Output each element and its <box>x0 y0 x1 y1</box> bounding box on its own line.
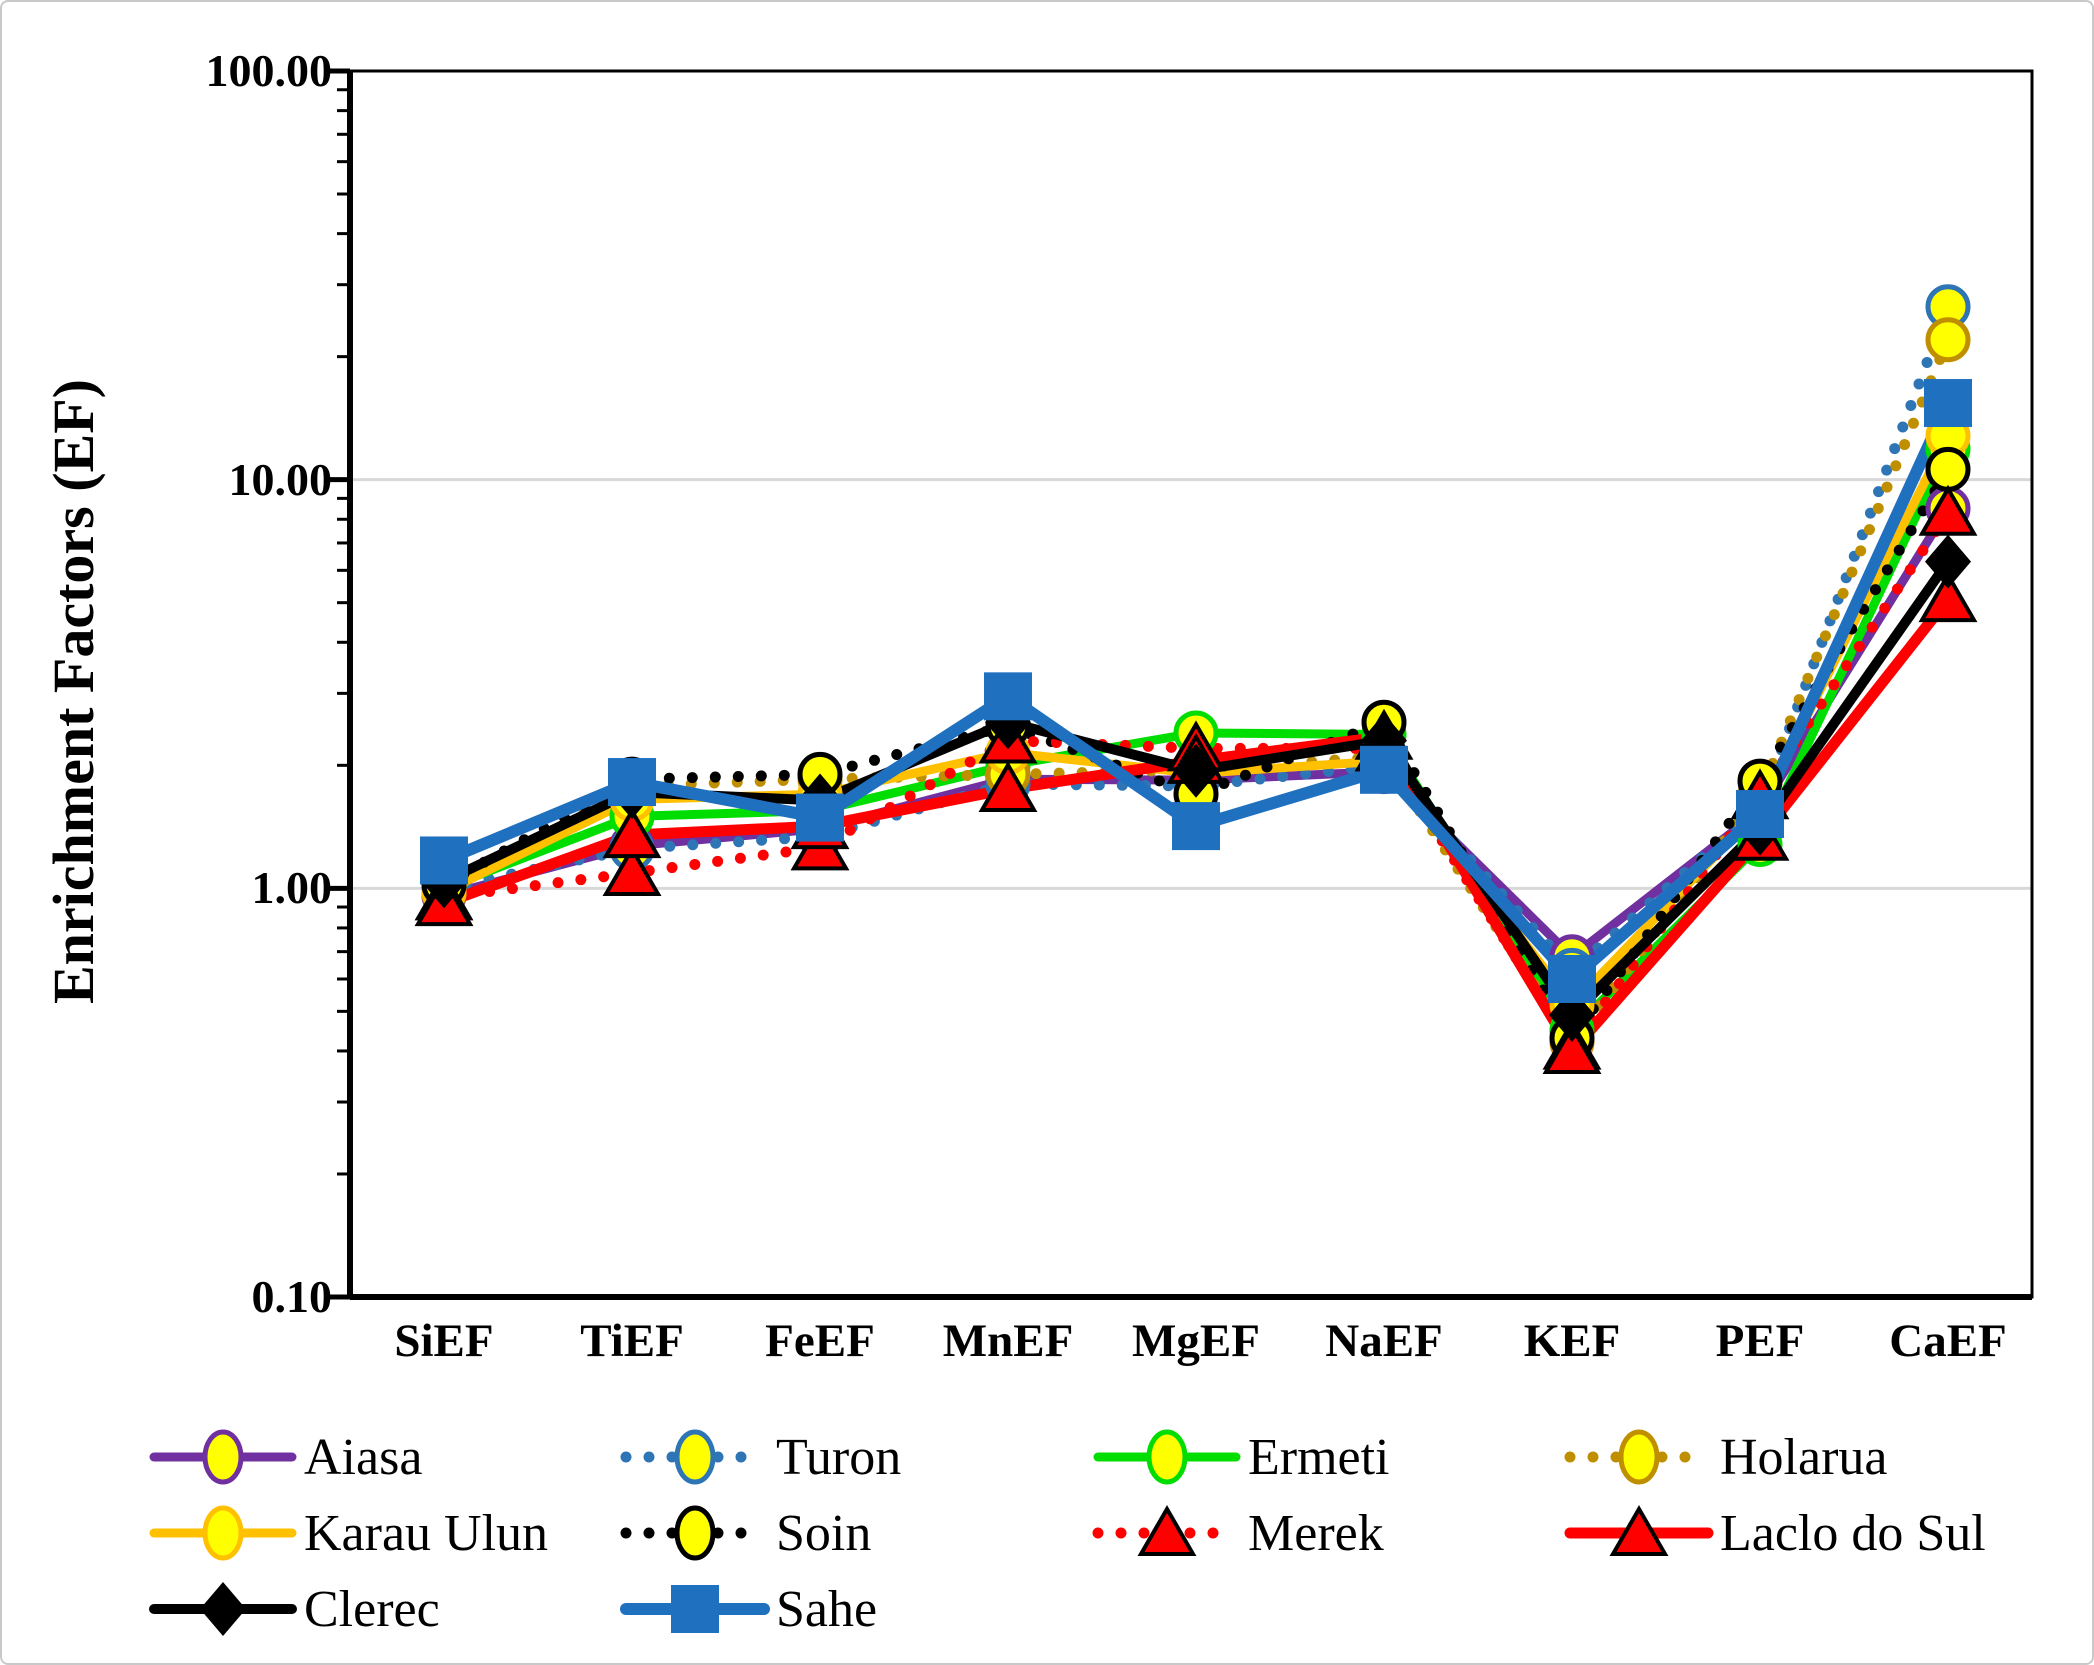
legend-label: Laclo do Sul <box>1720 1504 1986 1562</box>
x-category-label: PEF <box>1715 1315 1805 1367</box>
marker-circle-ermeti <box>1146 1429 1188 1485</box>
legend-swatch-svg <box>1093 1429 1241 1485</box>
x-category-label: NaEF <box>1325 1315 1443 1367</box>
x-category-label: TiEF <box>580 1315 684 1367</box>
legend-swatch <box>620 1425 770 1489</box>
marker-diamond-clerec <box>1925 534 1971 589</box>
marker-circle-aiasa <box>202 1429 244 1485</box>
legend-label: Sahe <box>776 1580 878 1638</box>
marker-circle-turon <box>674 1429 716 1485</box>
x-category-label: MnEF <box>942 1315 1074 1367</box>
legend-swatch-svg <box>149 1582 297 1636</box>
legend-item-merek: Merek <box>1092 1501 1564 1565</box>
marker-triangle-laclo-do-sul <box>1542 1022 1602 1074</box>
marker-triangle-merek <box>602 845 662 897</box>
marker-diamond-clerec <box>200 1582 246 1636</box>
x-category-label: CaEF <box>1889 1315 2007 1367</box>
legend-swatch-svg <box>1564 1429 1714 1485</box>
x-category-label: MgEF <box>1132 1315 1260 1367</box>
legend-item-turon: Turon <box>620 1425 1092 1489</box>
legend-label: Turon <box>776 1428 902 1486</box>
series-line-holarua <box>438 334 1954 1048</box>
y-tick-label-10: 10.00 <box>228 454 333 505</box>
marker-circle-holarua <box>1618 1429 1660 1485</box>
y-tick-label-1: 1.00 <box>251 862 333 913</box>
plot-frame <box>348 69 2034 1299</box>
marker-circle-soin <box>674 1505 716 1561</box>
legend-swatch-svg <box>149 1505 297 1561</box>
legend-label: Clerec <box>304 1580 440 1638</box>
series-line-soin <box>438 463 1954 1044</box>
marker-triangle-merek <box>1918 484 1978 536</box>
legend-swatch <box>620 1577 770 1641</box>
legend-swatch-svg <box>1092 1505 1242 1556</box>
marker-square-sahe <box>1548 954 1596 1003</box>
legend-swatch-svg <box>1564 1505 1714 1556</box>
marker-triangle-laclo-do-sul <box>1918 571 1978 623</box>
legend-swatch <box>1092 1501 1242 1565</box>
marker-square-sahe <box>984 672 1032 721</box>
legend-swatch-svg <box>620 1505 770 1561</box>
plot-area <box>326 68 2034 1300</box>
x-category-label: SiEF <box>394 1315 494 1367</box>
legend-item-karau-ulun: Karau Ulun <box>148 1501 620 1565</box>
chart-legend: Aiasa Turon Ermeti Holarua Karau Ulun So… <box>148 1419 2036 1647</box>
marker-square-sahe <box>1736 790 1784 839</box>
legend-item-clerec: Clerec <box>148 1577 620 1641</box>
legend-label: Holarua <box>1720 1428 1888 1486</box>
legend-swatch <box>148 1577 298 1641</box>
series-line-sahe <box>438 397 1954 985</box>
marker-diamond-clerec <box>1173 743 1219 798</box>
legend-swatch <box>1564 1501 1714 1565</box>
legend-swatch <box>620 1501 770 1565</box>
marker-triangle-laclo-do-sul <box>978 761 1038 813</box>
legend-label: Ermeti <box>1248 1428 1390 1486</box>
marker-circle-holarua <box>1925 317 1971 363</box>
legend-item-laclo-do-sul: Laclo do Sul <box>1564 1501 2036 1565</box>
plot-svg <box>326 68 2034 1300</box>
y-tick-label-0.1: 0.10 <box>251 1271 333 1322</box>
legend-swatch <box>148 1501 298 1565</box>
marker-square-sahe <box>671 1585 719 1633</box>
x-category-label: KEF <box>1523 1315 1621 1367</box>
legend-label: Merek <box>1248 1504 1384 1562</box>
legend-item-sahe: Sahe <box>620 1577 1092 1641</box>
legend-item-holarua: Holarua <box>1564 1425 2036 1489</box>
marker-square-sahe <box>1172 802 1220 851</box>
legend-item-ermeti: Ermeti <box>1092 1425 1564 1489</box>
marker-circle-soin <box>1925 446 1971 492</box>
marker-square-sahe <box>420 836 468 885</box>
marker-square-sahe <box>1360 745 1408 794</box>
x-category-label: FeEF <box>765 1315 875 1367</box>
legend-swatch <box>148 1425 298 1489</box>
legend-swatch <box>1092 1425 1242 1489</box>
legend-label: Karau Ulun <box>304 1504 549 1562</box>
legend-swatch-svg <box>620 1429 770 1485</box>
marker-triangle-laclo-do-sul <box>602 807 662 859</box>
y-tick-label-100: 100.00 <box>205 45 333 96</box>
marker-triangle-laclo-do-sul <box>1609 1505 1669 1556</box>
legend-swatch-svg <box>620 1585 770 1633</box>
marker-circle-karau-ulun <box>202 1505 244 1561</box>
marker-square-sahe <box>608 758 656 807</box>
legend-label: Soin <box>776 1504 872 1562</box>
marker-square-sahe <box>1924 379 1972 428</box>
legend-item-aiasa: Aiasa <box>148 1425 620 1489</box>
legend-swatch-svg <box>149 1429 297 1485</box>
marker-square-sahe <box>796 793 844 842</box>
legend-label: Aiasa <box>304 1428 423 1486</box>
marker-triangle-merek <box>1137 1505 1197 1556</box>
legend-item-soin: Soin <box>620 1501 1092 1565</box>
legend-swatch <box>1564 1425 1714 1489</box>
y-axis-title: Enrichment Factors (EF) <box>41 379 106 1005</box>
